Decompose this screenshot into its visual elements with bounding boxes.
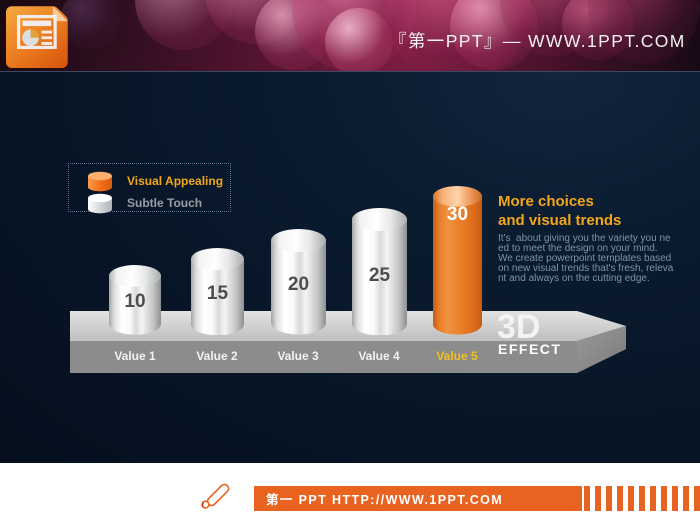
- svg-text:20: 20: [287, 274, 308, 295]
- svg-text:25: 25: [368, 265, 390, 286]
- svg-text:30: 30: [446, 204, 467, 225]
- svg-text:10: 10: [124, 291, 145, 312]
- svg-text:EFFECT: EFFECT: [498, 341, 561, 357]
- svg-text:15: 15: [206, 283, 228, 304]
